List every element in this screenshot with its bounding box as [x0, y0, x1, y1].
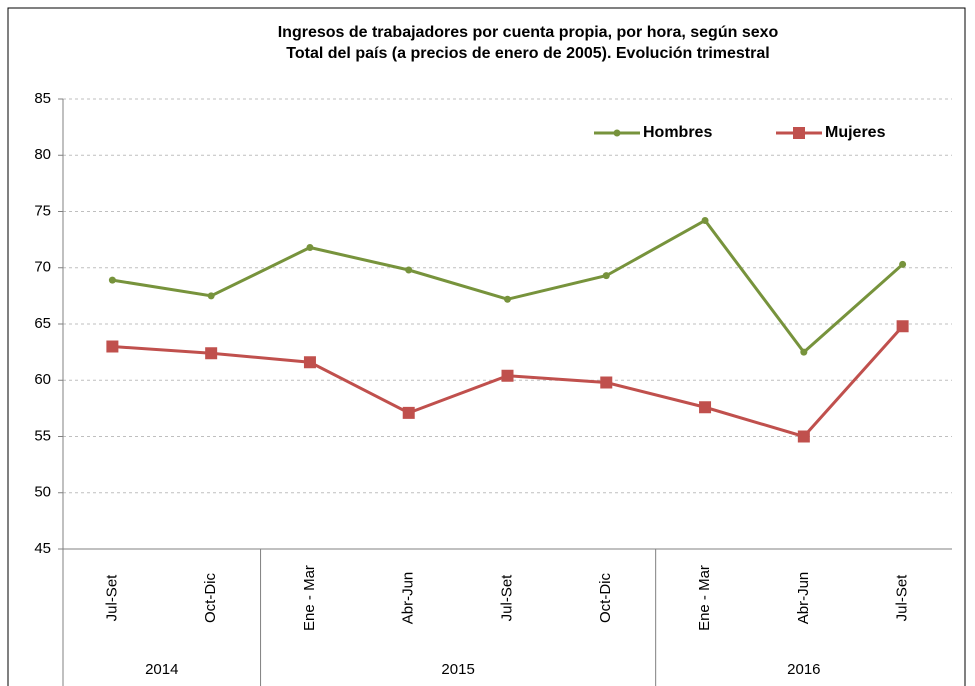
y-tick-label: 70 — [34, 259, 51, 276]
y-tick-label: 60 — [34, 371, 51, 388]
marker — [205, 347, 218, 360]
y-tick-label: 50 — [34, 484, 51, 501]
marker — [797, 430, 810, 443]
marker — [896, 320, 909, 333]
y-tick-label: 75 — [34, 202, 51, 219]
marker — [303, 356, 316, 369]
y-tick-label: 45 — [34, 540, 51, 557]
marker — [602, 272, 610, 280]
marker — [699, 401, 712, 414]
x-tick-label: Oct-Dic — [202, 573, 219, 623]
series — [108, 217, 907, 356]
x-tick-label: Oct-Dic — [597, 573, 614, 623]
marker — [207, 292, 215, 300]
x-group-label: 2014 — [145, 661, 178, 678]
legend-label: Mujeres — [825, 124, 886, 141]
marker — [306, 244, 314, 251]
marker — [504, 295, 511, 303]
x-group-label: 2015 — [441, 661, 474, 678]
x-tick-label: Ene - Mar — [696, 565, 713, 631]
legend-marker — [793, 127, 805, 139]
chart-frame — [7, 7, 966, 686]
chart-subtitle: Total del país (a precios de enero de 20… — [286, 45, 769, 62]
x-tick-label: Abr-Jun — [795, 572, 812, 625]
x-group-label: 2016 — [787, 661, 820, 678]
marker — [899, 260, 907, 268]
series — [106, 320, 909, 443]
y-tick-label: 55 — [34, 427, 51, 444]
x-tick-label: Ene - Mar — [301, 565, 318, 631]
y-tick-label: 85 — [34, 90, 51, 107]
y-tick-label: 65 — [34, 315, 51, 332]
marker — [106, 340, 119, 353]
marker — [402, 406, 415, 419]
marker — [800, 348, 808, 356]
marker — [600, 376, 613, 389]
legend-label: Hombres — [643, 124, 712, 141]
marker — [501, 369, 514, 382]
x-tick-label: Jul-Set — [498, 574, 515, 622]
marker — [405, 266, 413, 274]
x-tick-label: Abr-Jun — [400, 572, 417, 625]
marker — [701, 217, 709, 224]
chart-title: Ingresos de trabajadores por cuenta prop… — [278, 24, 779, 41]
x-tick-label: Jul-Set — [103, 574, 120, 622]
legend-marker — [613, 129, 621, 137]
y-tick-label: 80 — [34, 146, 51, 163]
marker — [108, 276, 116, 284]
x-tick-label: Jul-Set — [894, 574, 911, 622]
